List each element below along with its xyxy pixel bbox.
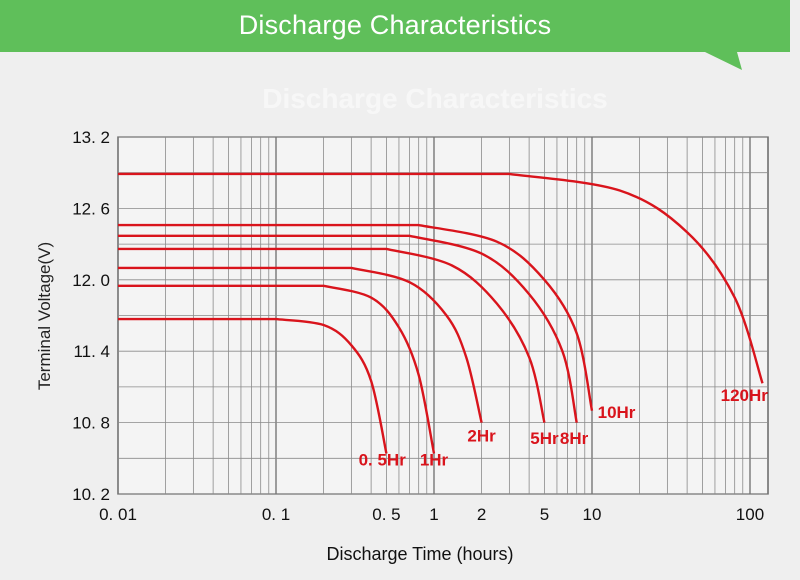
discharge-curve xyxy=(118,223,594,411)
y-axis-label: Terminal Voltage(V) xyxy=(35,242,54,390)
discharge-curve xyxy=(118,172,764,384)
y-tick-label: 12. 0 xyxy=(72,271,110,290)
chart-curves xyxy=(118,172,764,454)
x-tick-label: 5 xyxy=(540,505,549,524)
x-axis-label: Discharge Time (hours) xyxy=(326,544,513,564)
discharge-curve xyxy=(118,284,436,454)
y-tick-label: 11. 4 xyxy=(73,342,110,361)
title-banner xyxy=(0,0,790,70)
discharge-curve xyxy=(118,317,388,454)
chart-grid xyxy=(117,136,769,495)
x-tick-labels: 0. 01 0. 1 0. 5 1 2 5 10 100 xyxy=(99,505,764,524)
discharge-curve xyxy=(118,247,546,423)
x-tick-label: 2 xyxy=(477,505,486,524)
y-tick-label: 12. 6 xyxy=(72,199,110,218)
y-tick-label: 13. 2 xyxy=(72,128,110,147)
ghost-title: Discharge Characteristics xyxy=(262,83,608,114)
curve-label: 2Hr xyxy=(467,427,496,446)
discharge-curve xyxy=(118,266,483,423)
banner-shape xyxy=(0,0,790,70)
curve-labels: 0. 5Hr 1Hr 2Hr 5Hr 8Hr 10Hr 120Hr xyxy=(359,386,769,469)
x-tick-label: 100 xyxy=(736,505,764,524)
x-tick-label: 1 xyxy=(429,505,438,524)
y-tick-label: 10. 2 xyxy=(72,485,110,504)
y-tick-labels: 13. 2 12. 6 12. 0 11. 4 10. 8 10. 2 xyxy=(72,128,110,504)
y-tick-label: 10. 8 xyxy=(72,414,110,433)
page-title: Discharge Characteristics xyxy=(238,10,552,40)
curve-label: 0. 5Hr xyxy=(359,450,407,469)
curve-label: 5Hr xyxy=(530,429,559,448)
discharge-curve xyxy=(118,234,578,423)
curve-label: 8Hr xyxy=(560,429,589,448)
curve-label: 10Hr xyxy=(598,403,636,422)
x-tick-label: 0. 01 xyxy=(99,505,137,524)
x-tick-label: 10 xyxy=(583,505,602,524)
x-tick-label: 0. 1 xyxy=(262,505,290,524)
curve-label: 120Hr xyxy=(721,386,769,405)
curve-label: 1Hr xyxy=(420,450,449,469)
x-tick-label: 0. 5 xyxy=(372,505,400,524)
